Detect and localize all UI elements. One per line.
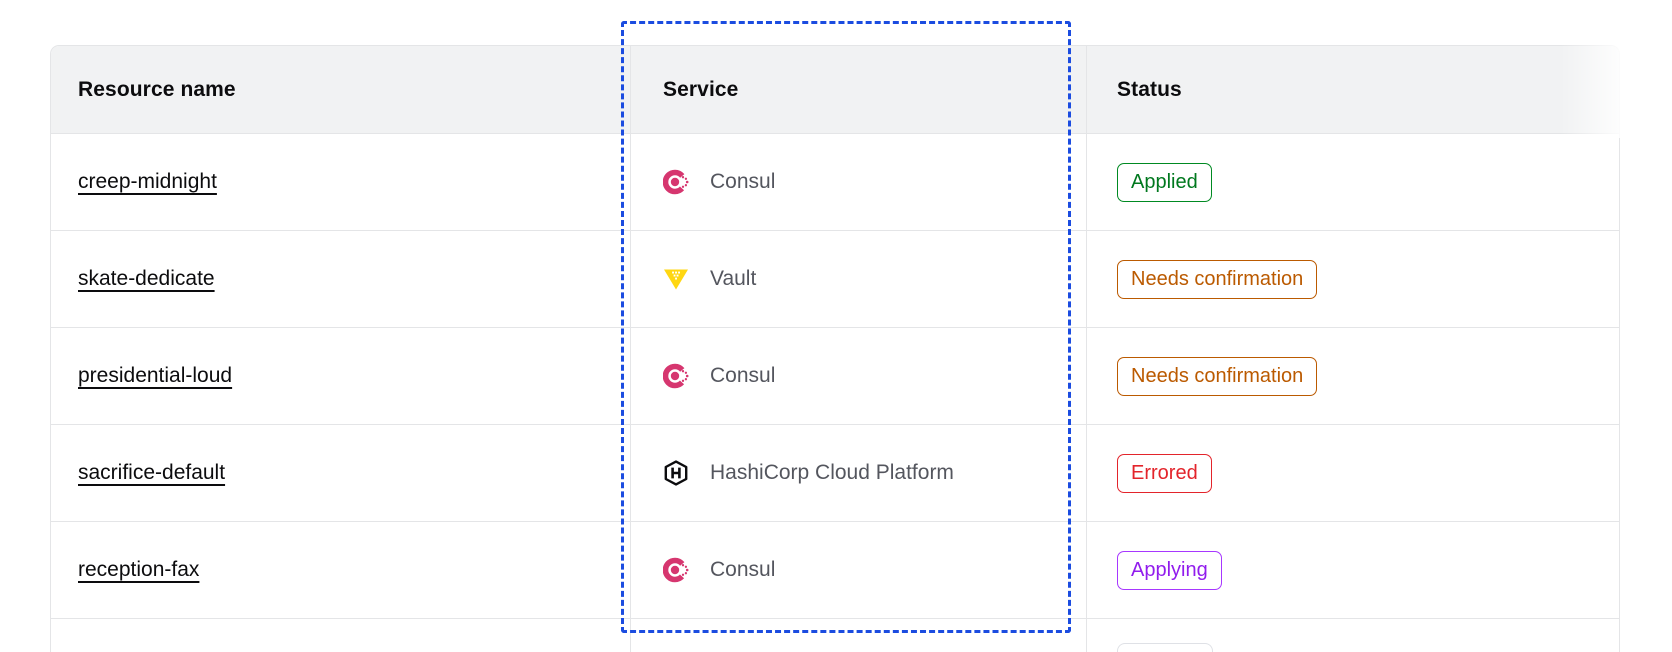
resource-link[interactable]: skate-dedicate (78, 267, 215, 290)
status-badge: Needs confirmation (1117, 259, 1318, 299)
resource-link[interactable]: reception-fax (78, 558, 200, 581)
hcp-icon (663, 460, 689, 486)
status-badge: Errored (1117, 453, 1212, 493)
table-row: reception-fax Consul Appl (51, 522, 1619, 619)
resource-link[interactable]: sacrifice-default (78, 461, 226, 484)
vault-icon (663, 266, 689, 292)
service-label: Vault (710, 267, 757, 290)
resources-table: Resource name Service Status creep-midni… (50, 45, 1620, 652)
column-header-service: Service (630, 46, 1086, 133)
table-row: creep-midnight Consul App (51, 134, 1619, 231)
status-badge: Applying (1117, 550, 1222, 590)
status-badge-partial (1117, 643, 1213, 652)
table-row-partial (51, 619, 1619, 652)
table-header-row: Resource name Service Status (51, 46, 1619, 134)
service-label: HashiCorp Cloud Platform (710, 461, 954, 484)
status-badge: Needs confirmation (1117, 356, 1318, 396)
status-badge: Applied (1117, 162, 1212, 202)
consul-icon (663, 169, 689, 195)
consul-icon (663, 557, 689, 583)
resource-link[interactable]: presidential-loud (78, 364, 233, 387)
table-row: skate-dedicate Vault Need (51, 231, 1619, 328)
table-row: sacrifice-default HashiCorp Cloud Platfo… (51, 425, 1619, 522)
column-header-resource-name: Resource name (78, 77, 236, 101)
table-row: presidential-loud Consul (51, 328, 1619, 425)
service-label: Consul (710, 364, 776, 387)
service-label: Consul (710, 558, 776, 581)
consul-icon (663, 363, 689, 389)
service-label: Consul (710, 170, 776, 193)
resource-link[interactable]: creep-midnight (78, 170, 217, 193)
column-header-status: Status (1086, 46, 1619, 133)
